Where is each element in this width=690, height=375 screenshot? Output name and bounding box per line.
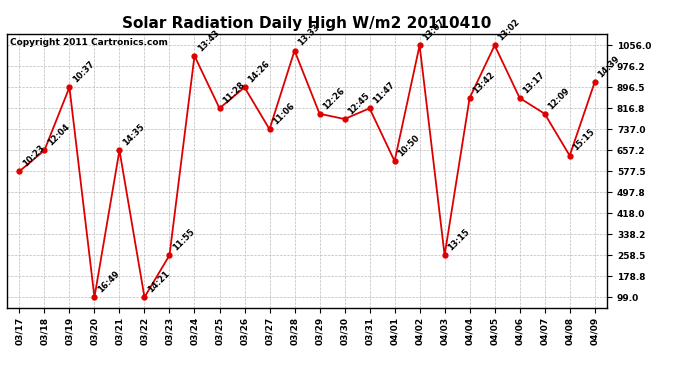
Text: 10:23: 10:23 <box>21 143 46 168</box>
Text: 12:04: 12:04 <box>46 122 71 147</box>
Text: 14:39: 14:39 <box>596 54 621 80</box>
Text: 11:47: 11:47 <box>371 80 396 105</box>
Text: 16:49: 16:49 <box>96 269 121 294</box>
Text: 13:07: 13:07 <box>421 18 446 42</box>
Text: 11:55: 11:55 <box>171 227 196 252</box>
Text: 13:42: 13:42 <box>471 70 496 95</box>
Text: 13:02: 13:02 <box>496 17 521 42</box>
Text: 15:15: 15:15 <box>571 128 596 153</box>
Text: 10:50: 10:50 <box>396 133 421 158</box>
Text: 13:17: 13:17 <box>521 70 546 95</box>
Text: 13:33: 13:33 <box>296 23 321 48</box>
Text: 13:43: 13:43 <box>196 28 221 53</box>
Text: Copyright 2011 Cartronics.com: Copyright 2011 Cartronics.com <box>10 38 168 47</box>
Text: 13:15: 13:15 <box>446 227 471 252</box>
Text: 12:09: 12:09 <box>546 86 571 111</box>
Title: Solar Radiation Daily High W/m2 20110410: Solar Radiation Daily High W/m2 20110410 <box>122 16 492 31</box>
Text: 11:06: 11:06 <box>271 101 296 126</box>
Text: 14:21: 14:21 <box>146 269 171 294</box>
Text: 14:26: 14:26 <box>246 59 271 84</box>
Text: 12:45: 12:45 <box>346 91 371 116</box>
Text: 12:26: 12:26 <box>321 86 346 111</box>
Text: 14:35: 14:35 <box>121 122 146 147</box>
Text: 11:28: 11:28 <box>221 80 246 105</box>
Text: 10:37: 10:37 <box>71 59 96 84</box>
